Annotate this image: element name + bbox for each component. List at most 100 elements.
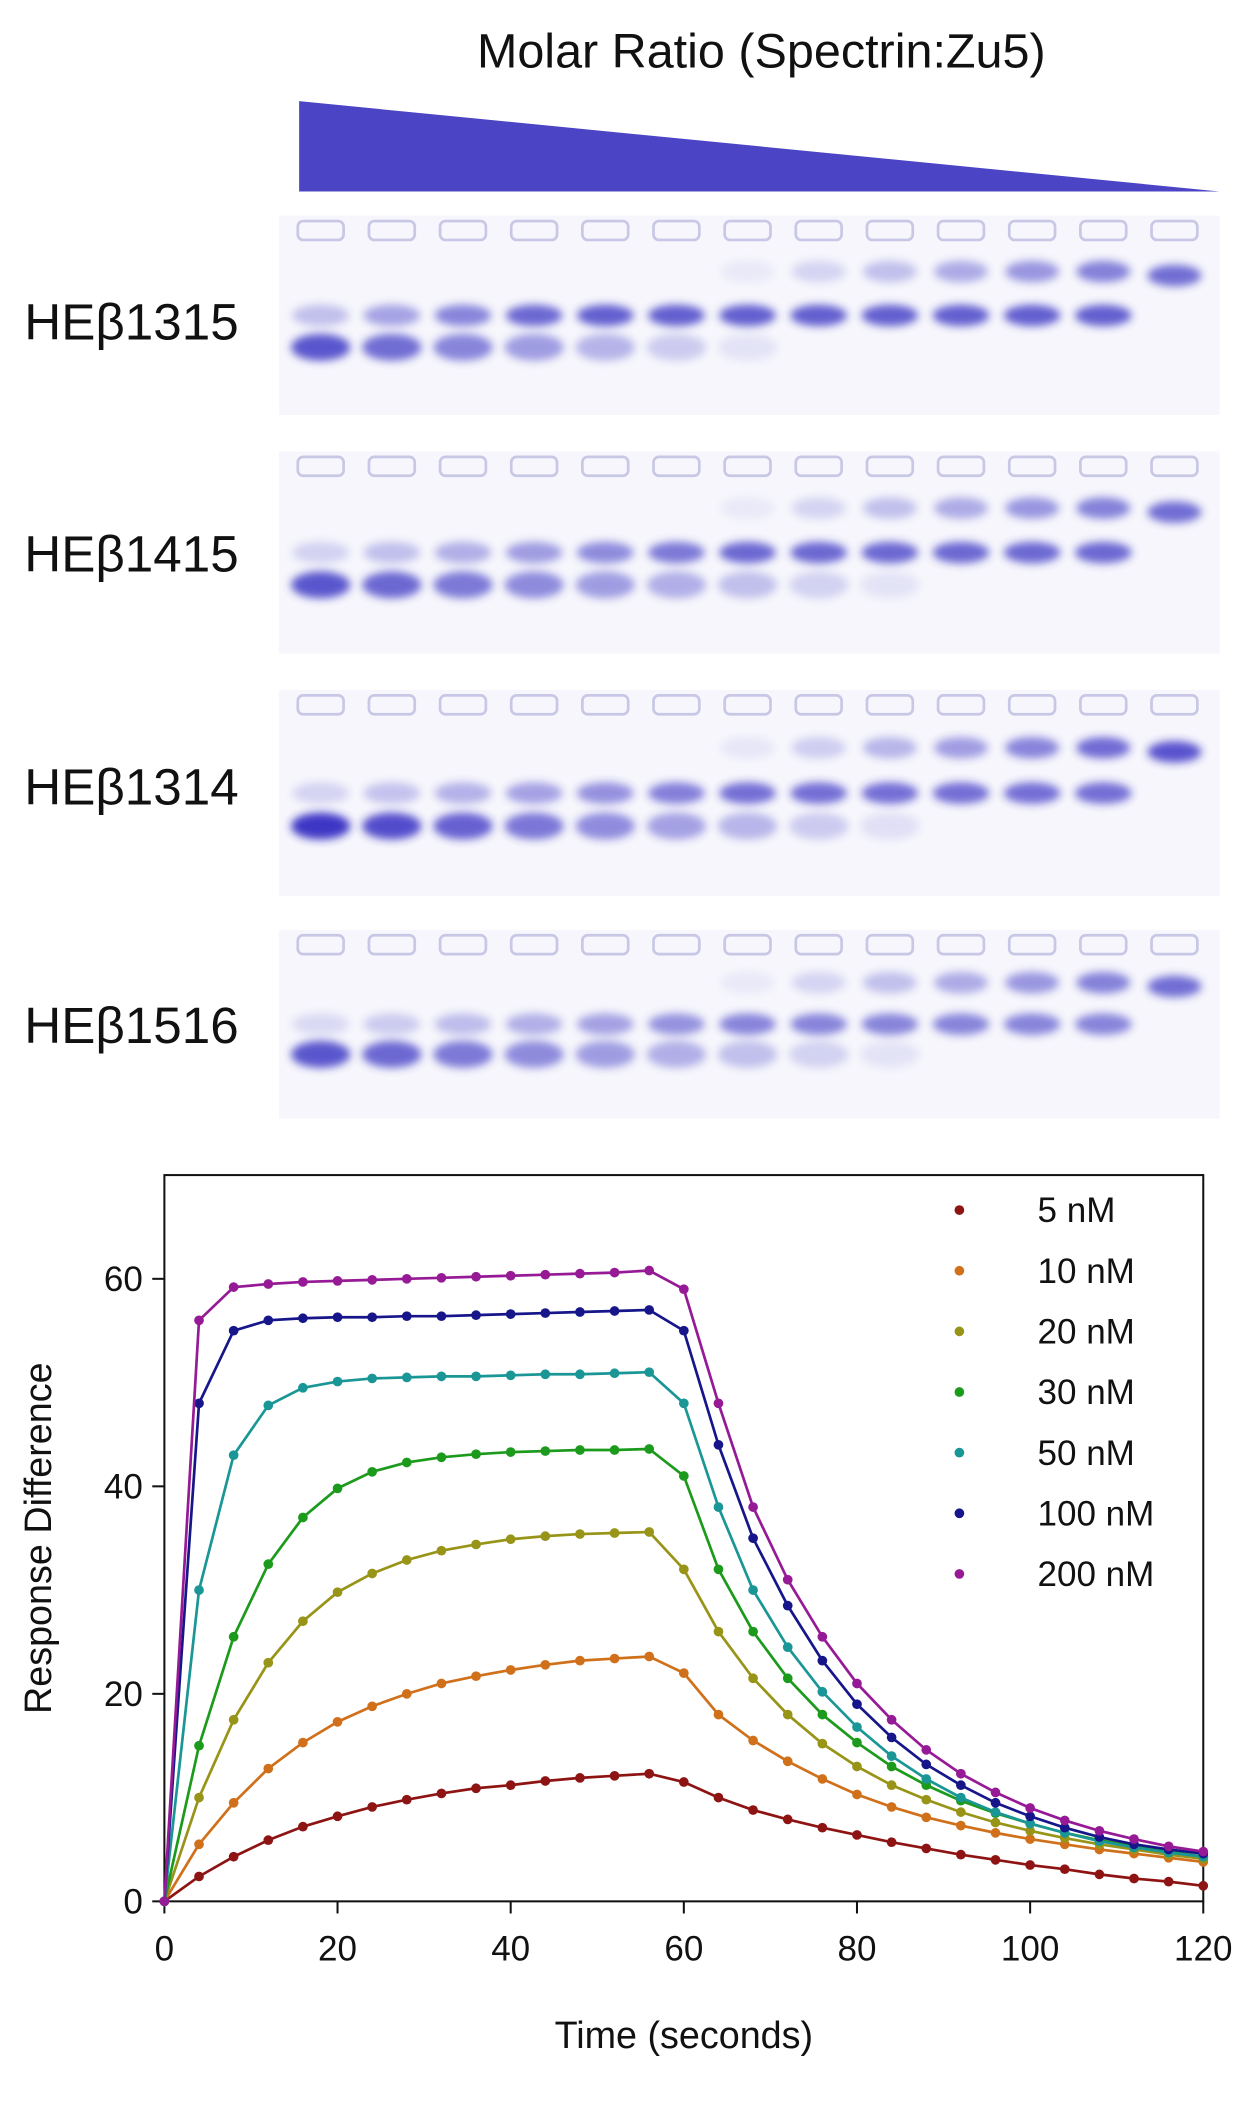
data-point (748, 1533, 758, 1544)
gel-band (363, 541, 421, 564)
data-point (540, 1308, 551, 1318)
data-point (1094, 1825, 1105, 1836)
gel-well (723, 933, 772, 956)
data-point (471, 1449, 481, 1460)
gel-band (719, 304, 776, 327)
data-point (886, 1751, 897, 1761)
data-point (194, 1871, 204, 1882)
gel-band (791, 497, 846, 519)
gel-band (1074, 541, 1132, 564)
data-point (575, 1773, 585, 1783)
data-point (1129, 1834, 1139, 1844)
gel-band (1005, 497, 1060, 519)
data-point (748, 1626, 758, 1637)
gel-band (789, 571, 849, 599)
gel-well (652, 219, 701, 242)
data-point (713, 1709, 724, 1720)
gel-band (1147, 501, 1202, 523)
gel-well (936, 933, 986, 956)
data-point (1163, 1841, 1174, 1852)
gel-band (433, 333, 493, 361)
gel-band (720, 260, 775, 283)
data-point (367, 1373, 378, 1384)
data-point (228, 1325, 239, 1336)
gel-band (861, 782, 919, 804)
gel-well (652, 455, 701, 478)
data-point (401, 1311, 412, 1322)
gel-well (367, 219, 417, 242)
data-point (436, 1678, 447, 1689)
data-point (1198, 1846, 1209, 1857)
gel-band (790, 1013, 848, 1035)
gel-well (1079, 694, 1128, 716)
data-point (817, 1738, 828, 1749)
data-point (575, 1529, 585, 1539)
data-point (678, 1398, 689, 1409)
data-point (609, 1528, 620, 1538)
gel-well (1079, 933, 1128, 956)
data-point (332, 1376, 343, 1387)
gel-well (865, 219, 915, 242)
gel-well (1007, 694, 1057, 716)
data-point (713, 1792, 724, 1803)
gel-label: HEβ1415 (24, 525, 238, 582)
x-tick-label: 80 (838, 1930, 877, 1969)
data-point (678, 1325, 689, 1336)
data-point (644, 1444, 655, 1454)
data-point (1198, 1880, 1209, 1891)
legend-label: 100 nM (1038, 1494, 1155, 1533)
gel-well (581, 933, 630, 956)
data-point (956, 1768, 966, 1779)
gel-well (794, 219, 843, 242)
gel-band (719, 782, 776, 804)
gel-well (865, 694, 915, 716)
gel-band (1076, 260, 1131, 283)
gel-band (363, 304, 421, 327)
gel-band (717, 812, 778, 840)
gel-band (789, 812, 849, 840)
gel-band (362, 333, 422, 361)
gel-band (505, 1013, 563, 1035)
data-point (1059, 1864, 1070, 1875)
gel-band (791, 971, 846, 994)
data-point (540, 1369, 551, 1380)
gel-band (646, 812, 707, 840)
gel-band (575, 571, 635, 599)
x-tick-label: 60 (664, 1930, 703, 1969)
data-point (228, 1714, 239, 1725)
data-point (298, 1382, 308, 1393)
gel-band (934, 260, 988, 283)
gradient-wedge (299, 101, 1220, 192)
data-point (921, 1745, 932, 1755)
gel-band (575, 812, 635, 840)
data-point (332, 1717, 343, 1727)
gel-label: HEβ1315 (24, 294, 238, 351)
data-point (852, 1678, 862, 1689)
data-point (436, 1788, 447, 1799)
data-point (332, 1811, 343, 1822)
data-point (886, 1714, 897, 1725)
gel-band (292, 304, 349, 327)
legend-marker (954, 1508, 965, 1519)
gel-band (291, 333, 351, 361)
data-point (298, 1821, 308, 1832)
data-point (990, 1797, 1001, 1808)
gel-well (438, 219, 488, 242)
data-point (401, 1688, 412, 1699)
gel-well (509, 933, 559, 956)
data-point (298, 1313, 308, 1324)
data-point (263, 1763, 274, 1774)
data-point (678, 1668, 689, 1678)
gel-well (438, 933, 488, 956)
data-point (852, 1830, 862, 1840)
data-point (609, 1267, 620, 1278)
data-point (367, 1275, 378, 1285)
data-point (852, 1737, 862, 1748)
gel-band (861, 1013, 919, 1035)
data-point (505, 1665, 516, 1675)
gel-band (646, 333, 707, 361)
data-point (1094, 1869, 1105, 1880)
gel-band (790, 304, 848, 327)
data-point (194, 1585, 204, 1595)
